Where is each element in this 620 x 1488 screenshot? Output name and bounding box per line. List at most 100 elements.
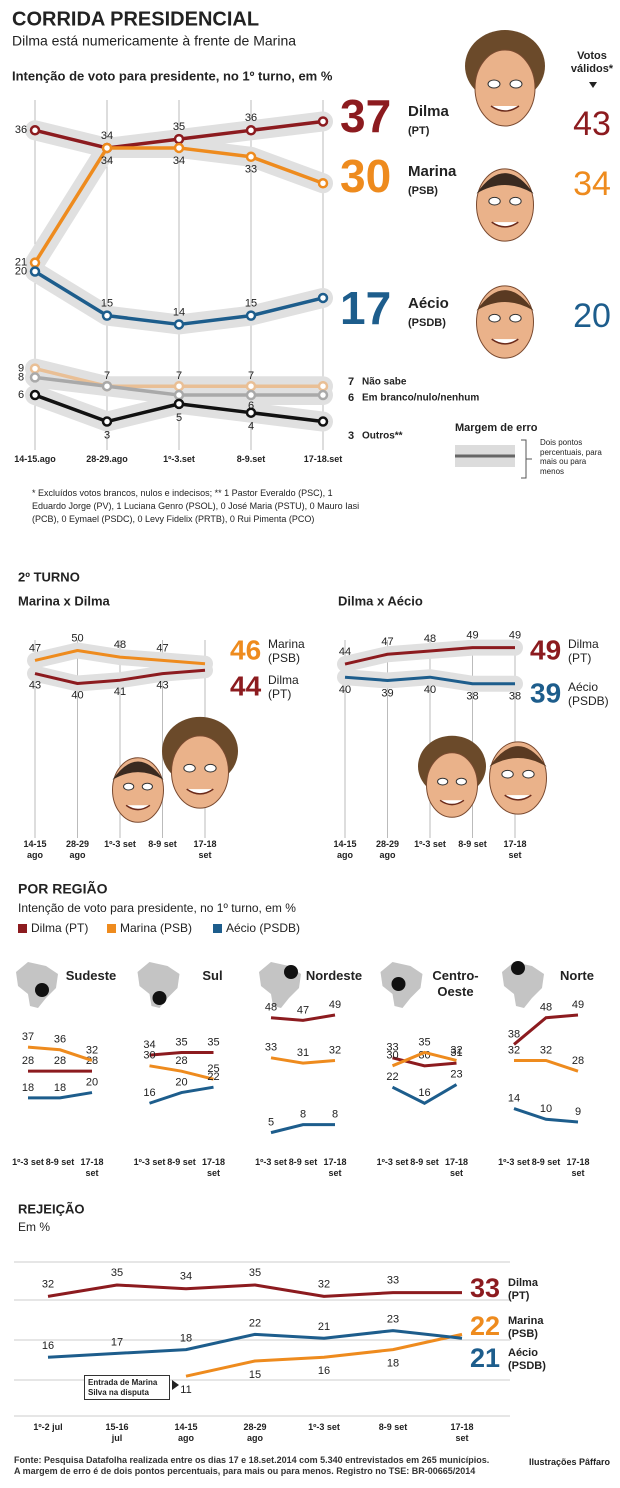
data-label: 5 [268,1117,274,1129]
x-tick-label: 1º-3 set [414,839,446,849]
point [317,292,329,304]
data-label: 16 [42,1340,54,1352]
point [173,319,185,330]
data-label: 43 [29,680,41,692]
legend-party: (PSDB) [508,1360,546,1372]
subtitle: Dilma está numericamente à frente de Mar… [12,33,296,49]
data-label: 18 [54,1082,66,1094]
end-value: 6 [348,392,354,404]
point [173,398,185,410]
data-label: 47 [381,636,393,648]
data-label: 36 [245,112,257,124]
data-label: 49 [329,999,341,1011]
data-label: 32 [450,1044,462,1056]
data-label: 40 [71,689,83,701]
chart-title: REJEIÇÃO [18,1201,84,1216]
data-label: 7 [104,370,110,382]
x-tick-label: 1º-3 set [498,1157,530,1167]
point [29,389,41,401]
end-value: 7 [348,376,354,388]
x-tick-label: 14-15 ago [23,839,47,860]
chart-title: Intenção de voto para presidente, no 1º … [12,68,333,83]
x-tick-label: 17-18 set [323,1157,347,1178]
region-highlight [152,991,167,1005]
legend-label: Dilma [268,673,299,687]
point [29,372,41,383]
face-eye [509,196,522,206]
region-highlight [391,977,406,991]
point [317,380,329,392]
legend-label: Marina (PSB) [120,921,192,935]
face-eye [204,763,217,773]
data-label: 16 [418,1087,430,1099]
end-value: 22 [470,1311,500,1341]
x-tick-label: 17-18 set [503,839,527,860]
face-hair [489,746,547,767]
line [149,1085,214,1105]
data-label: 33 [245,164,257,176]
data-label: 40 [339,684,351,696]
face-hair [476,290,534,311]
data-label: 32 [329,1044,341,1056]
data-label: 31 [450,1047,462,1059]
data-label: 35 [175,1036,187,1048]
line [344,646,515,666]
point [29,266,41,277]
x-tick-label: 1º-3 set [104,839,136,849]
legend-label: Dilma [508,1277,539,1289]
data-label: 35 [111,1267,123,1279]
x-tick-label: 1º-3 set [255,1157,287,1167]
point [173,389,185,401]
line [27,1045,93,1062]
data-label: 7 [176,370,182,382]
x-tick-label: 8-9 set [458,839,487,849]
data-label: 5 [176,412,182,424]
face-mouth [439,799,465,806]
data-label: 22 [207,1071,219,1083]
section-title: 2º TURNO [18,569,80,584]
data-label: 49 [572,999,584,1011]
data-label: 11 [180,1384,191,1396]
line [270,1013,336,1022]
point [173,380,185,392]
arrow [589,82,597,88]
data-label: 38 [466,691,478,703]
data-label: 17 [111,1336,123,1348]
x-tick-label: 1º-2 jul [33,1422,63,1432]
end-value: 37 [340,90,391,142]
x-tick-label: 8-9 set [378,1422,408,1432]
legend-label: Não sabe [362,377,407,388]
face-mouth [491,221,519,228]
source: Fonte: Pesquisa Datafolha realizada entr… [14,1455,490,1476]
data-label: 18 [22,1082,34,1094]
margin-title: Margem de erro [455,422,538,434]
data-label: 22 [249,1317,261,1329]
data-label: 8 [18,371,24,383]
region-map [16,962,58,1008]
legend-party: (PSB) [268,651,300,665]
x-tick-label: 17-18 set [450,1422,474,1443]
data-label: 50 [71,632,83,644]
panel-title: Norte [560,968,594,983]
x-tick-label: 1º-3 set [376,1157,409,1167]
data-label: 9 [575,1106,581,1118]
x-tick-label: 14-15 ago [174,1422,198,1443]
line [391,1050,457,1068]
line [34,649,206,666]
data-label: 15 [245,298,257,310]
data-label: 28 [54,1055,66,1067]
data-label: 49 [509,630,521,642]
legend-label: Aécio [508,1347,538,1359]
point [101,310,113,321]
panel-title: Sul [202,968,223,983]
legend-swatch [213,924,222,933]
x-tick-label: 14-15.ago [14,454,56,464]
data-label: 30 [386,1050,398,1062]
legend-label: Outros** [362,431,403,442]
data-label: 32 [508,1044,520,1056]
data-label: 3 [104,429,110,441]
annotation: Entrada de Marina Silva na disputa [84,1375,170,1401]
face-eye [488,313,501,323]
point [29,257,41,268]
